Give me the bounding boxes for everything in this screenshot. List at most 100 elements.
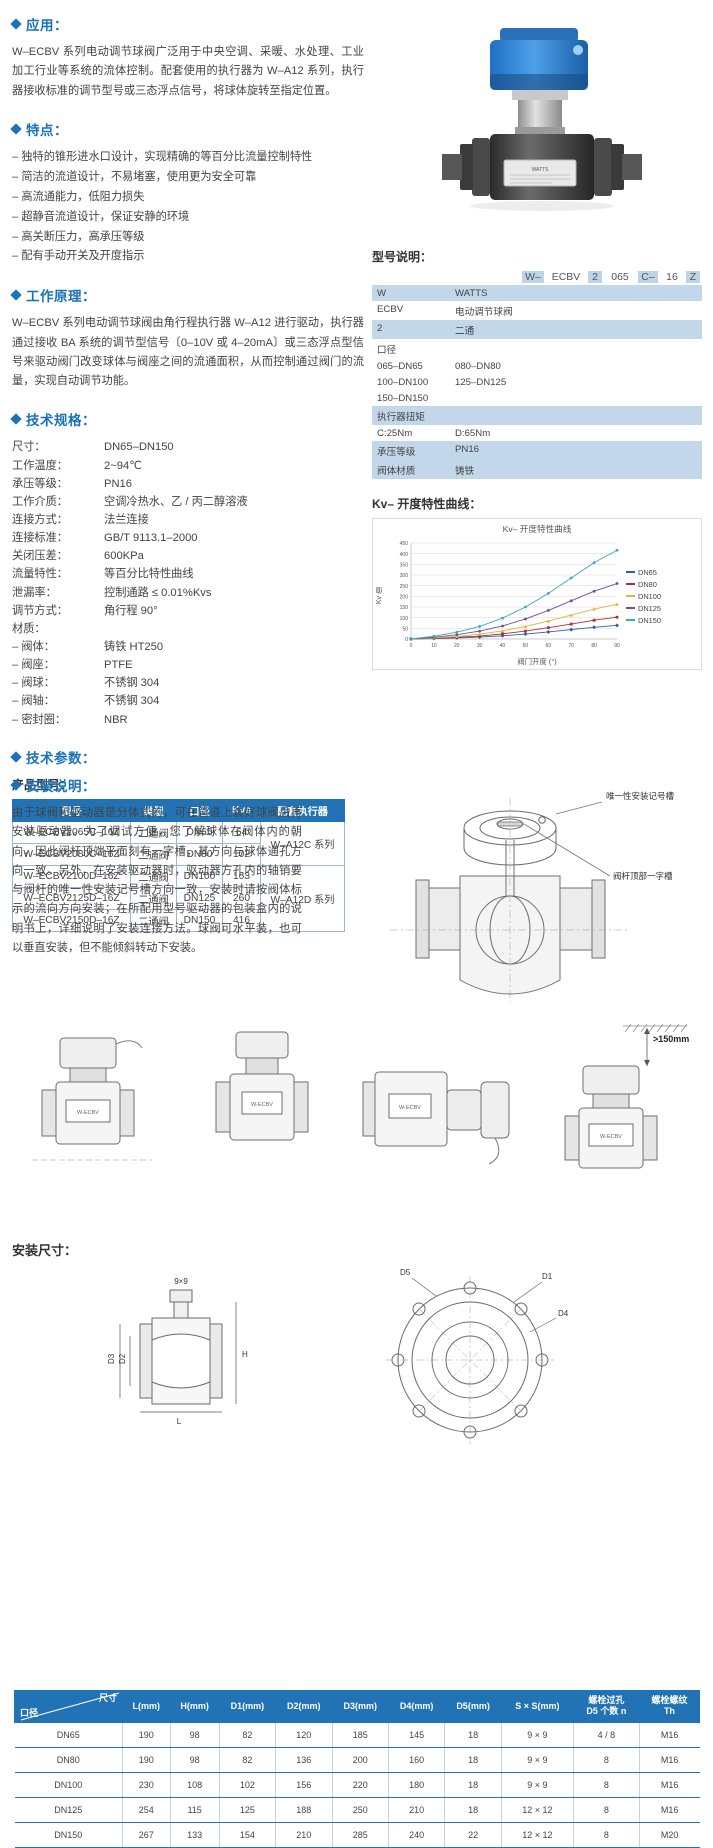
valve-label: W-ECBV <box>77 1110 99 1116</box>
spec-key: – 阀座： <box>12 659 55 672</box>
table-header-row: 型号 类型 口径 Kvs 配套执行器 <box>12 798 345 822</box>
corner-dim-label: 尺寸 <box>98 1693 117 1704</box>
svg-text:WATTS: WATTS <box>532 167 550 173</box>
table-row: DN125 254 115 125 188 250 210 18 12 × 12 8 M16 <box>14 1797 700 1823</box>
valve-actuator-illustration: WATTS <box>442 28 642 211</box>
list-item: 配有手动开关及开度指示 <box>12 247 364 267</box>
cell-dn: DN100 <box>14 1772 123 1798</box>
section-heading-principle: 工作原理： <box>10 285 364 305</box>
col-actuator: 配套执行器 <box>260 798 345 822</box>
product-model-subtitle: 产品型号： <box>12 777 73 792</box>
col-D5: D5(mm) <box>444 1690 502 1723</box>
list-item: 高关断压力，高承压等级 <box>12 228 364 248</box>
svg-text:90: 90 <box>614 643 620 649</box>
col-bolt-holes: 螺栓过孔 D5 个数 n <box>572 1690 640 1723</box>
left-column: 应用： W–ECBV 系列电动调节球阀广泛用于中央空调、采暖、水处理、工业加工行… <box>10 14 364 932</box>
diamond-bullet-icon <box>10 289 22 302</box>
cell-kvs: 260 <box>222 886 261 910</box>
cell-SS: 12 × 12 <box>500 1822 574 1848</box>
spec-key: 工作温度： <box>12 459 68 472</box>
model-code-title: 型号说明： <box>372 250 433 264</box>
code-part-material: Z <box>686 271 700 283</box>
right-column: WATTS 型号说明： W– ECBV 2 065 C– 16 Z W WATT… <box>372 14 702 670</box>
dimension-table-block: 尺寸 口径 L(mm) H(mm) D1(mm) D2(mm) D3(mm) D… <box>14 1690 701 1848</box>
cell-H: 98 <box>169 1747 220 1773</box>
legend-code: 口径 <box>377 344 397 356</box>
spec-row: 泄漏率： 控制通路 ≤ 0.01%Kvs <box>12 584 364 602</box>
legend-row: 065–DN65 080–DN80 <box>372 358 702 374</box>
cell-D2: 136 <box>275 1747 333 1773</box>
spec-key: 承压等级： <box>12 477 68 490</box>
spec-value: 2~94℃ <box>104 459 142 472</box>
cell-D4: 240 <box>387 1822 445 1848</box>
mounting-figure-side: W-ECBV <box>215 1031 309 1141</box>
svg-text:10: 10 <box>431 643 437 649</box>
cell-D4: 210 <box>387 1797 445 1823</box>
spec-value: DN65–DN150 <box>104 441 174 454</box>
installation-figure: 唯一性安装记号槽 阀杆顶部一字槽 <box>310 780 705 1015</box>
bolt-hole-line1: 螺栓过孔 <box>588 1695 625 1705</box>
legend-item-DN80: DN80 <box>626 580 661 589</box>
col-model: 型号 <box>12 798 131 822</box>
legend-swatch-icon <box>626 619 635 621</box>
section-heading-installation: 安装说明： <box>10 775 302 795</box>
legend-code: 承压等级 <box>372 441 450 460</box>
spec-value: 空调冷热水、乙 / 丙二醇溶液 <box>104 495 248 508</box>
chart-ylabel: Kv 值 <box>376 587 383 605</box>
thread-line2: Th <box>663 1706 675 1717</box>
legend-item-DN100: DN100 <box>626 592 661 601</box>
spec-row: 连接方式： 法兰连接 <box>12 511 364 529</box>
chart-legend: DN65 DN80 DN100 DN125 DN150 <box>623 537 661 655</box>
legend-desc: 125–DN125 <box>455 376 507 388</box>
cell-kvs: 163 <box>222 864 261 888</box>
valve-label: W-ECBV <box>600 1134 622 1140</box>
code-part-ecbv: ECBV <box>551 271 581 283</box>
col-D2: D2(mm) <box>275 1690 333 1723</box>
principle-text: W–ECBV 系列电动调节球阀由角行程执行器 W–A12 进行驱动，执行器通过接… <box>12 317 364 388</box>
section-heading-features: 特点： <box>10 119 364 139</box>
code-part-pn: 16 <box>666 271 678 283</box>
legend-row: 150–DN150 <box>372 390 702 406</box>
legend-code: 100–DN100 <box>377 376 429 388</box>
cell-dn: DN65 <box>14 1722 123 1748</box>
spec-key: – 密封圈： <box>12 713 67 726</box>
table-row: DN80 190 98 82 136 200 160 18 9 × 9 8 M16 <box>14 1747 700 1773</box>
cell-dn: DN150 <box>14 1822 123 1848</box>
svg-text:350: 350 <box>400 563 409 569</box>
chart-area: Kv 值 0 50 100 150 200 250 300 350 400 450 0 10 20 30 4… <box>375 537 699 655</box>
cell-D4: 160 <box>387 1747 445 1773</box>
spec-row: 工作介质： 空调冷热水、乙 / 丙二醇溶液 <box>12 493 364 511</box>
cell-n: 8 <box>572 1747 640 1773</box>
legend-row: W WATTS <box>372 285 702 301</box>
chart-plot: 0 50 100 150 200 250 300 350 400 450 0 10 20 30 40 50 60… <box>385 537 623 655</box>
section-heading-application: 应用： <box>10 14 364 34</box>
heading-text: 应用： <box>26 18 68 33</box>
spec-value: 不锈钢 304 <box>104 677 160 690</box>
label-square: 9×9 <box>174 1277 188 1286</box>
legend-row: ECBV 电动调节球阀 <box>372 301 702 320</box>
legend-item-DN150: DN150 <box>626 616 661 625</box>
col-thread: 螺栓螺纹 Th <box>638 1690 701 1723</box>
spec-value: 等百分比特性曲线 <box>104 568 194 581</box>
legend-code: C:25Nm <box>377 427 413 439</box>
list-item: 高流通能力，低阻力损失 <box>12 188 364 208</box>
chart-heading: Kv– 开度特性曲线： <box>372 497 482 511</box>
spec-row: 工作温度： 2~94℃ <box>12 457 364 475</box>
cell-th: M20 <box>638 1822 700 1848</box>
table-header-row: 尺寸 口径 L(mm) H(mm) D1(mm) D2(mm) D3(mm) D… <box>14 1690 701 1723</box>
corner-header: 尺寸 口径 <box>14 1690 123 1723</box>
spec-value: 控制通路 ≤ 0.01%Kvs <box>104 586 212 599</box>
cell-H: 115 <box>169 1797 220 1823</box>
legend-row: 执行器扭矩 <box>372 406 702 425</box>
product-photo: WATTS <box>372 14 702 244</box>
cell-L: 190 <box>122 1747 171 1773</box>
spec-value: 铸铁 HT250 <box>104 641 164 654</box>
legend-row: 口径 <box>372 339 702 358</box>
chart-xlabel: 阀门开度 (°) <box>517 657 557 666</box>
cell-n: 8 <box>572 1822 640 1848</box>
label-h: H <box>242 1350 248 1359</box>
spec-row: 流量特性： 等百分比特性曲线 <box>12 565 364 583</box>
label-unique-slot: 唯一性安装记号槽 <box>606 791 675 801</box>
